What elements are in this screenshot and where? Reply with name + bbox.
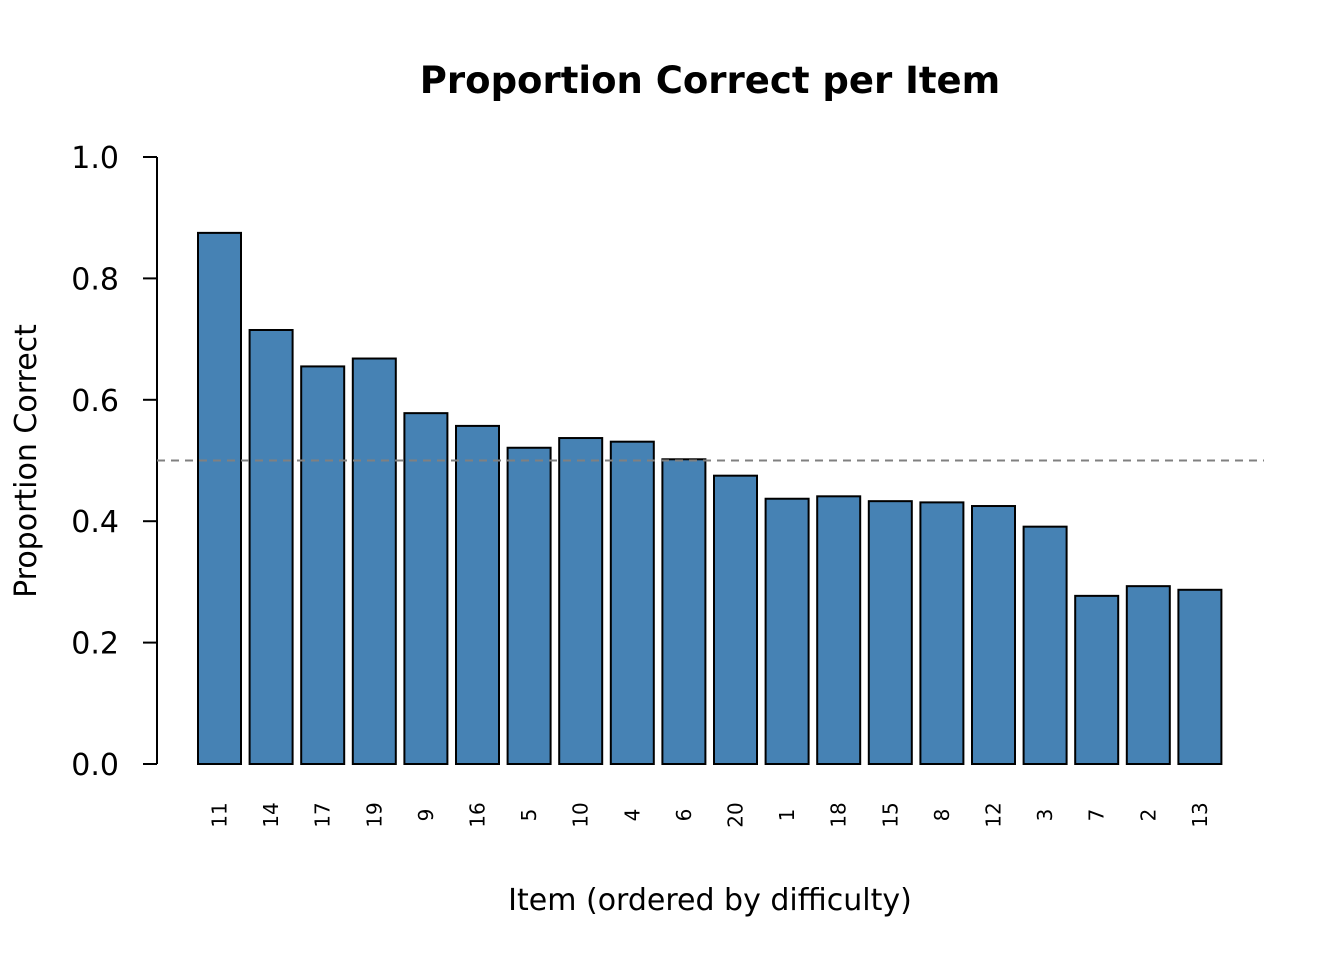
x-tick-labels-group: 11 14 17 19 9 16 5 10 4 6 20 1 18 15 8 12 3 7 2 13 [208,802,1212,827]
y-tick-label: 0.6 [71,384,119,419]
y-tick-label: 0.0 [71,748,119,783]
y-tick-label: 1.0 [71,141,119,176]
bar [816,495,862,765]
bar [1022,525,1068,766]
bar [1177,588,1223,766]
x-tick-label: 9 [414,809,438,822]
x-tick-label: 15 [878,802,902,827]
bar [764,497,810,765]
x-tick-label: 2 [1136,809,1160,822]
x-tick-label: 1 [775,809,799,822]
bar [661,458,707,765]
x-tick-label: 8 [930,809,954,822]
x-tick-label: 17 [311,802,335,827]
bar [919,501,965,765]
x-tick-label: 16 [466,802,490,827]
y-tick-label: 0.2 [71,627,119,662]
x-tick-label: 13 [1188,802,1212,827]
y-axis-label: Proportion Correct [9,324,44,598]
bar [506,446,552,765]
bar [351,357,397,765]
x-tick-label: 3 [1033,809,1057,822]
bar [455,424,500,765]
x-tick-label: 4 [620,809,644,822]
x-tick-label: 10 [569,802,593,827]
x-tick-label: 18 [827,802,851,827]
bar [1125,585,1171,765]
x-tick-label: 12 [982,802,1006,827]
bar [713,474,758,765]
x-axis-label: Item (ordered by difficulty) [508,883,912,918]
bars-group [197,231,1223,766]
y-tick-label: 0.4 [71,505,119,540]
bar [248,328,294,765]
bar [971,505,1016,765]
bar [403,412,449,765]
bar [197,231,242,765]
x-tick-label: 20 [724,802,748,827]
x-tick-label: 7 [1085,809,1109,822]
y-tick-label: 0.8 [71,262,119,297]
bar [300,365,346,765]
bar [867,500,913,765]
x-tick-label: 11 [208,802,232,827]
x-tick-label: 19 [362,802,386,827]
x-tick-label: 5 [517,809,541,822]
bar [609,440,655,765]
x-tick-label: 6 [672,809,696,822]
bar [1074,594,1120,766]
chart-title: Proportion Correct per Item [420,59,1000,102]
bar [558,437,604,765]
y-axis-ticks: 0.0 0.2 0.4 0.6 0.8 1.0 [71,141,157,783]
x-tick-label: 14 [259,802,283,827]
